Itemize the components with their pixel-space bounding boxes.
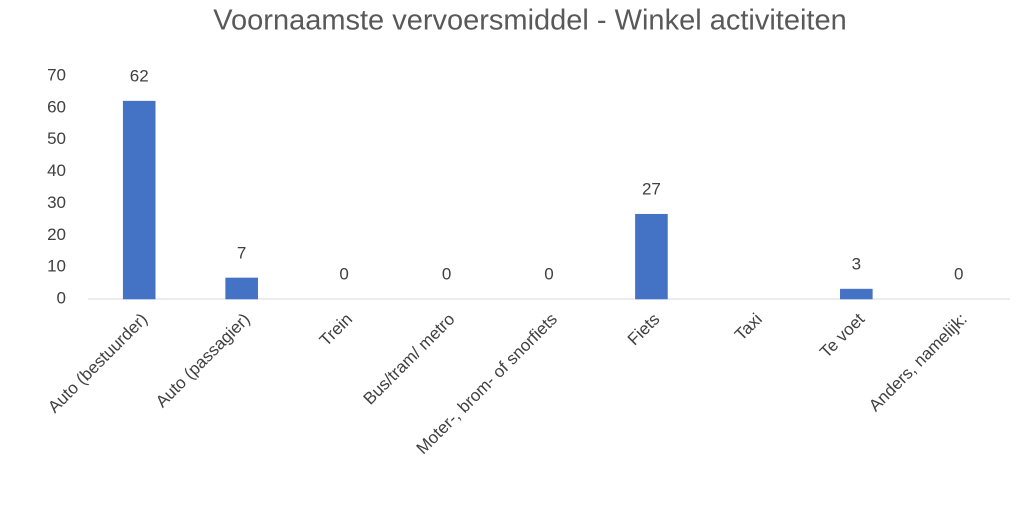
data-label: 7 — [237, 243, 246, 262]
chart-title: Voornaamste vervoersmiddel - Winkel acti… — [213, 5, 846, 37]
x-tick-label: Trein — [316, 310, 356, 350]
data-label: 27 — [642, 180, 661, 199]
x-tick-label: Taxi — [731, 310, 766, 345]
x-tick-label: Auto (bestuurder) — [44, 310, 151, 417]
y-tick-label: 20 — [47, 225, 66, 244]
data-label: 0 — [954, 264, 963, 283]
data-label: 0 — [442, 264, 451, 283]
bar — [122, 100, 156, 300]
y-tick-label: 30 — [47, 193, 66, 212]
y-tick-label: 10 — [47, 257, 66, 276]
data-label: 3 — [852, 255, 861, 274]
bar — [635, 213, 668, 300]
x-tick-label: Bus/tram/ metro — [360, 310, 459, 409]
y-tick-label: 50 — [47, 129, 66, 148]
y-tick-label: 40 — [47, 161, 66, 180]
y-tick-label: 60 — [47, 97, 66, 116]
y-tick-label: 0 — [57, 288, 66, 307]
y-tick-label: 70 — [47, 65, 66, 84]
bar — [840, 288, 873, 300]
data-label: 0 — [544, 264, 553, 283]
x-tick-label: Anders, namelijk: — [865, 310, 971, 416]
data-label: 62 — [130, 67, 149, 86]
bar — [225, 277, 258, 300]
data-label: 0 — [339, 264, 348, 283]
x-tick-label: Auto (passagier) — [152, 310, 254, 412]
x-tick-label: Fiets — [624, 310, 663, 349]
x-tick-label: Te voet — [816, 309, 868, 361]
